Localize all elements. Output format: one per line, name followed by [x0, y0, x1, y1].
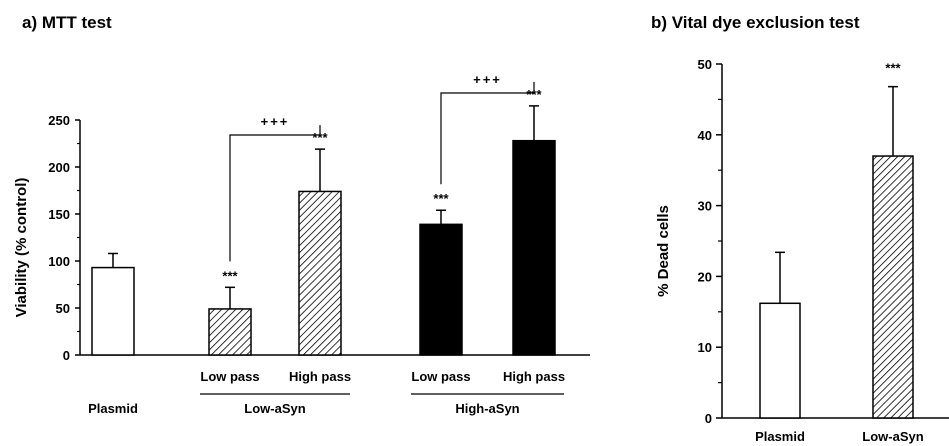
group-label: Low-aSyn [244, 401, 305, 416]
significance-label: *** [526, 87, 542, 102]
chart-title: b) Vital dye exclusion test [651, 13, 860, 32]
comparison-bracket [440, 81, 535, 185]
category-label: Low pass [200, 369, 259, 384]
y-tick-label: 0 [705, 411, 712, 426]
significance-label: *** [222, 268, 238, 283]
bar [419, 223, 463, 356]
panel-a-mtt-test: a) MTT test 0 50 100 150 200 250 Viability (% c… [13, 13, 590, 416]
significance-label: *** [885, 61, 901, 76]
category-label: Low pass [411, 369, 470, 384]
bar [91, 266, 135, 356]
y-tick-label: 30 [698, 199, 712, 214]
category-label: High pass [503, 369, 565, 384]
bar [759, 302, 801, 419]
y-tick-label: 50 [698, 57, 712, 72]
significance-label: *** [312, 130, 328, 145]
panel-b-vital-dye-exclusion-test: b) Vital dye exclusion test 0 10 20 30 40 50 % … [651, 13, 949, 444]
comparison-label: +++ [261, 114, 290, 129]
y-tick-label: 250 [48, 113, 70, 128]
y-tick-label: 50 [56, 301, 70, 316]
y-tick-label: 100 [48, 254, 70, 269]
y-tick-label: 40 [698, 128, 712, 143]
bar [298, 190, 342, 356]
significance-label: *** [433, 191, 449, 206]
chart-title: a) MTT test [22, 13, 112, 32]
category-label: High pass [289, 369, 351, 384]
group-label: Plasmid [88, 401, 138, 416]
y-axis-label: Viability (% control) [13, 178, 30, 318]
y-axis-label: % Dead cells [655, 205, 672, 297]
bar [512, 139, 556, 356]
group-label: High-aSyn [455, 401, 519, 416]
y-tick-label: 20 [698, 269, 712, 284]
bar [208, 308, 252, 356]
comparison-bracket [229, 125, 321, 262]
comparison-label: +++ [473, 72, 502, 87]
y-tick-label: 150 [48, 207, 70, 222]
category-label: Low-aSyn [862, 429, 923, 444]
bar [872, 155, 914, 419]
y-tick-label: 200 [48, 160, 70, 175]
category-label: Plasmid [755, 429, 805, 444]
y-tick-label: 10 [698, 340, 712, 355]
y-tick-label: 0 [63, 348, 70, 363]
